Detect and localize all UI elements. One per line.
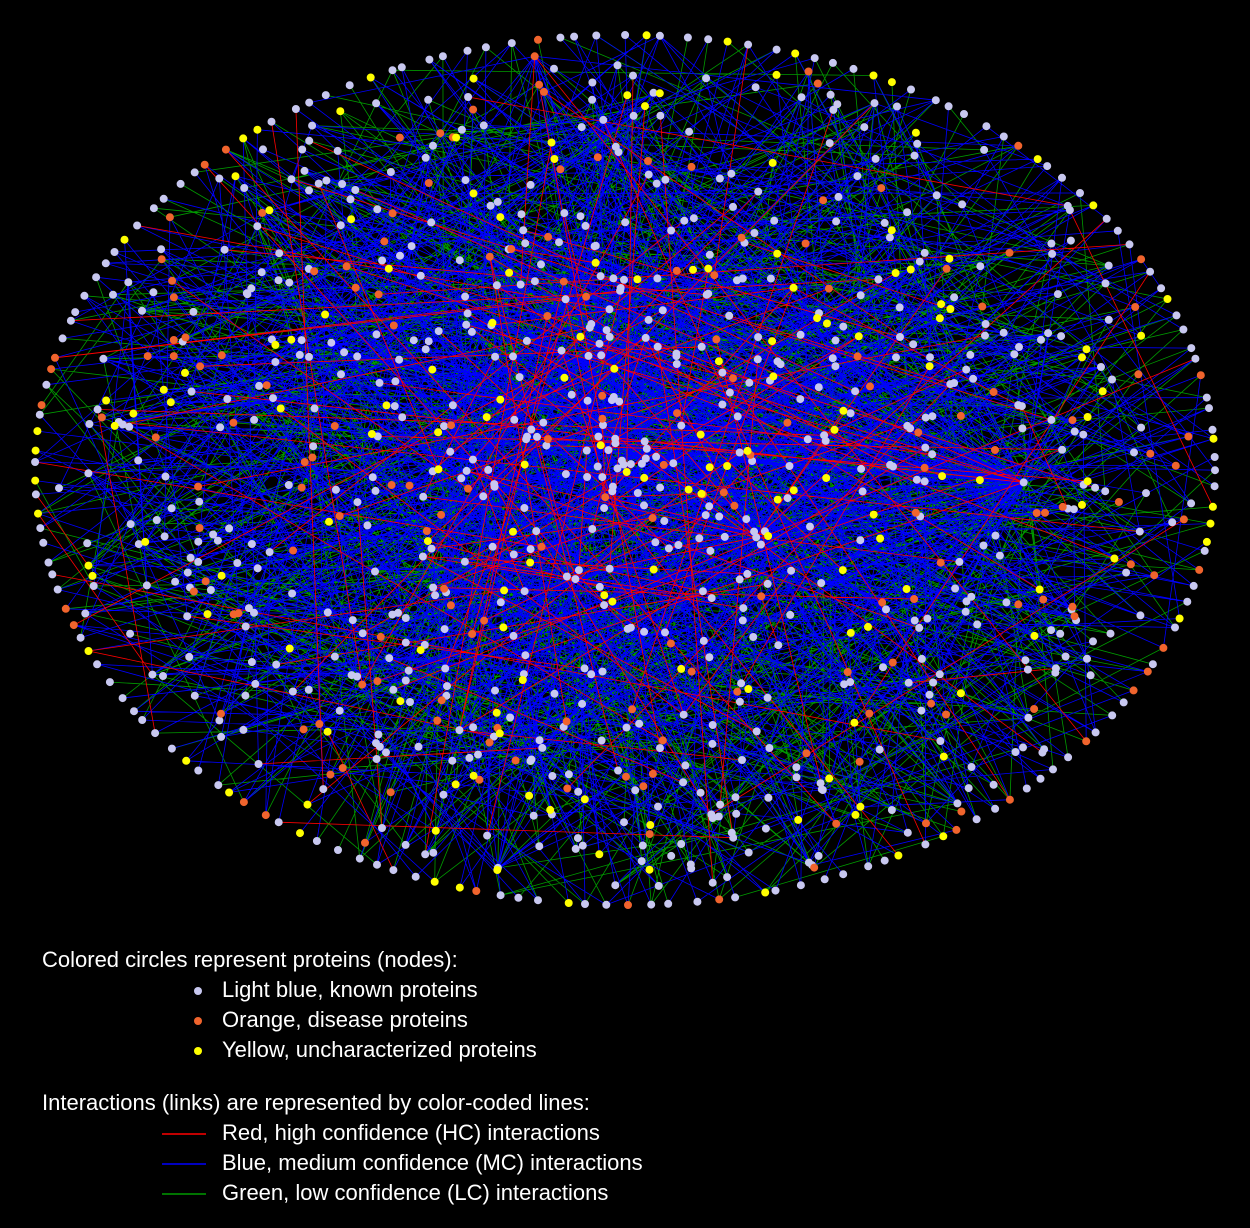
legend: Colored circles represent proteins (node… [42,947,643,1205]
node-legend-label: Light blue, known proteins [222,977,478,1002]
node-legend-marker [194,1017,202,1025]
protein-nodes [31,31,1220,909]
link-legend-label: Green, low confidence (LC) interactions [222,1180,608,1205]
node-legend-label: Orange, disease proteins [222,1007,468,1032]
protein-nodes [31,31,1218,908]
network [31,31,1220,910]
node-legend-label: Yellow, uncharacterized proteins [222,1037,537,1062]
node-legend-marker [194,1047,202,1055]
node-legend-marker [194,987,202,995]
node-legend-heading: Colored circles represent proteins (node… [42,947,458,972]
link-legend-label: Red, high confidence (HC) interactions [222,1120,600,1145]
link-legend-label: Blue, medium confidence (MC) interaction… [222,1150,643,1175]
link-legend-heading: Interactions (links) are represented by … [42,1090,590,1115]
